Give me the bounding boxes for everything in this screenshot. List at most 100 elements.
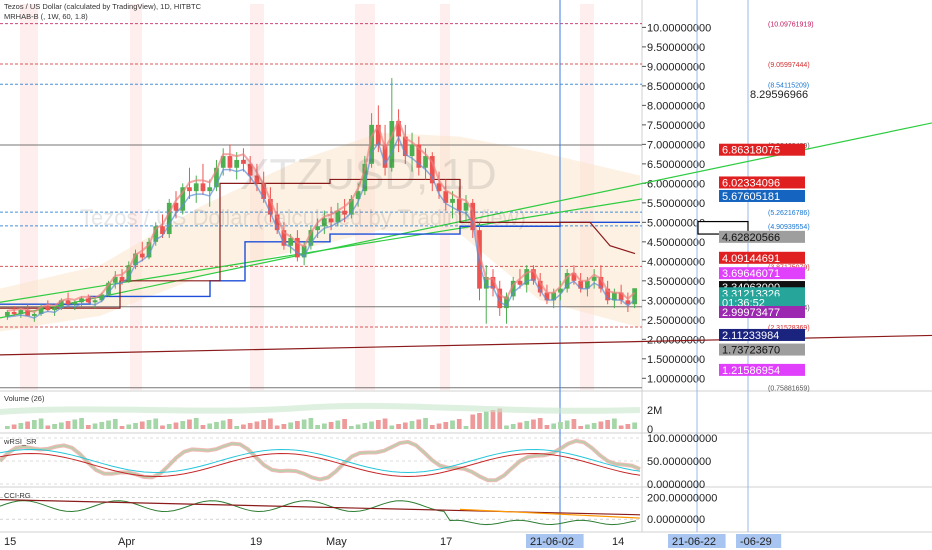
x-axis-label: -06-29: [740, 536, 772, 548]
candle-body: [342, 210, 347, 215]
volume-bar: [382, 418, 388, 429]
candle-body: [564, 273, 570, 289]
volume-bar: [618, 425, 624, 429]
candle-body: [193, 183, 199, 192]
volume-bar: [58, 422, 64, 429]
volume-bar: [510, 424, 516, 429]
candle-body: [598, 276, 604, 289]
indicator-label: MRHAB-B (, 1W, 60, 1.8): [4, 12, 88, 21]
volume-bar: [5, 426, 10, 429]
price-tag: 2.11233984: [722, 330, 779, 342]
candle-body: [328, 218, 334, 223]
level-label: (4.90939554): [768, 224, 810, 231]
price-tick-label: 5.00000000: [647, 217, 705, 229]
candle-body: [369, 124, 374, 164]
volume-bar: [315, 425, 320, 429]
candle-body: [618, 292, 624, 301]
volume-bar: [106, 420, 111, 429]
cci-trend-orange: [459, 508, 641, 519]
volume-bar: [504, 425, 509, 429]
candle-body: [544, 292, 550, 301]
volume-bar: [234, 426, 240, 429]
volume-bar: [531, 419, 536, 429]
volume-bar: [45, 425, 51, 429]
candle-body: [295, 237, 300, 258]
price-tag-bg: [719, 343, 805, 356]
volume-bar: [524, 421, 530, 429]
candle-body: [180, 187, 186, 211]
volume-bar: [416, 419, 422, 429]
volume-bar: [564, 420, 570, 429]
candle-body: [510, 280, 516, 297]
candle-body: [207, 187, 213, 192]
price-tick-label: 6.00000000: [647, 178, 705, 190]
candle-body: [396, 120, 401, 137]
volume-bar: [227, 419, 233, 429]
cci-axis-label: 200.00000000: [647, 492, 717, 504]
volume-bar: [537, 418, 543, 429]
x-axis-label: 21-06-22: [672, 536, 716, 548]
date-highlight: [526, 534, 584, 548]
price-tick-label: 1.00000000: [647, 373, 705, 385]
candle-body: [281, 230, 287, 246]
price-tick-label: 6.50000000: [647, 159, 705, 171]
candle-body: [220, 156, 226, 168]
volume-bar: [409, 421, 415, 429]
volume-bar: [166, 424, 172, 429]
volume-bar: [180, 421, 186, 429]
candle-body: [591, 276, 597, 281]
candle-body: [551, 292, 557, 301]
volume-bar: [173, 422, 179, 429]
volume-ma: [0, 402, 641, 415]
volume-bar: [200, 425, 206, 429]
candle-body: [578, 280, 584, 289]
candle-body: [173, 202, 179, 211]
volume-bar: [497, 408, 503, 429]
candle-body: [382, 144, 388, 168]
candle-body: [443, 191, 449, 203]
ma-line-blue: [7, 135, 636, 319]
candle-body: [524, 269, 530, 285]
date-highlight: [736, 534, 782, 548]
volume-bar: [477, 413, 482, 429]
candle-body: [497, 288, 503, 309]
candle-body: [261, 183, 267, 199]
volume-bar: [112, 419, 118, 429]
volume-bar: [301, 419, 307, 429]
x-axis-label: 19: [250, 536, 262, 548]
step-line-maroon: [0, 178, 636, 309]
volume-bar: [247, 423, 253, 429]
shade-band: [130, 4, 142, 390]
volume-bar: [261, 420, 267, 429]
wrsi-axis-label: 50.00000000: [647, 456, 711, 468]
price-tag-bg: [719, 251, 805, 264]
candle-body: [348, 198, 354, 215]
volume-bar: [18, 423, 24, 429]
date-highlight: [668, 534, 726, 548]
price-tick-label: 9.00000000: [647, 61, 705, 73]
volume-bar: [598, 421, 604, 429]
volume-bar: [295, 421, 300, 429]
level-label: (0.75881659): [768, 386, 810, 393]
level-label: (5.26216786): [768, 210, 810, 217]
volume-bar: [571, 419, 577, 429]
x-axis-label: 17: [440, 536, 452, 548]
price-tick-label: 1.50000000: [647, 354, 705, 366]
price-tag-bg: [719, 230, 805, 243]
price-tag-bg: [719, 143, 805, 156]
volume-bar: [85, 425, 91, 429]
volume-bar: [490, 410, 496, 429]
volume-bar: [207, 423, 213, 429]
price-tag-bg: [719, 189, 805, 202]
volume-bar: [578, 426, 584, 429]
candle-body: [389, 120, 395, 168]
volume-bar: [119, 426, 125, 429]
price-tick-label: 8.50000000: [647, 81, 705, 93]
candle-body: [537, 280, 543, 293]
price-tick-label: 8.00000000: [647, 100, 705, 112]
candle-body: [214, 167, 219, 188]
candle-body: [146, 241, 152, 258]
candle-body: [25, 310, 30, 316]
candle-body: [402, 136, 408, 157]
